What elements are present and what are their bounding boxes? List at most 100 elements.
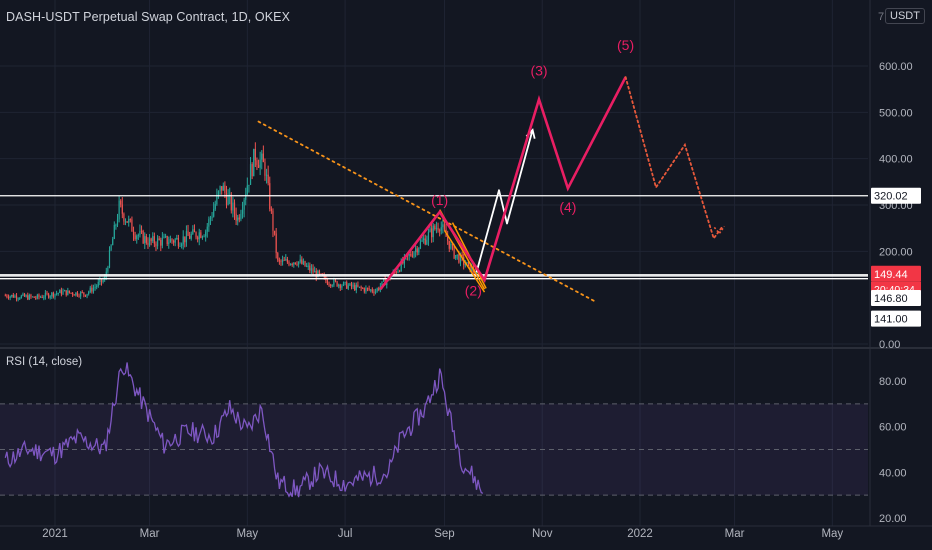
- candle-body: [30, 295, 32, 297]
- last-price-badge: 149.44: [874, 269, 908, 281]
- candle-body: [173, 240, 175, 243]
- candle-body: [270, 209, 272, 211]
- candle-body: [328, 284, 330, 286]
- rsi-axis-label: 40.00: [879, 467, 907, 479]
- candle-body: [56, 293, 58, 295]
- candle-body: [91, 287, 93, 292]
- white-projection-path[interactable]: [475, 129, 534, 273]
- candle-body: [118, 200, 120, 220]
- candle-body: [52, 292, 54, 297]
- candle-body: [225, 193, 228, 205]
- candle-body: [57, 292, 59, 294]
- candle-body: [64, 290, 66, 292]
- candle-body: [233, 202, 236, 214]
- candle-body: [148, 238, 151, 246]
- candle-body: [440, 227, 442, 231]
- elliott-impulse-wave[interactable]: [379, 76, 627, 291]
- candle-body: [230, 194, 232, 211]
- candle-body: [257, 164, 260, 168]
- candle-body: [416, 248, 418, 253]
- candle-body: [374, 291, 377, 294]
- candle-body: [238, 217, 240, 220]
- candle-body: [46, 292, 48, 294]
- candle-body: [450, 243, 452, 249]
- candle-body: [72, 292, 74, 295]
- candle-body: [137, 234, 139, 236]
- candle-body: [168, 242, 170, 244]
- resistance-badge: 320.02: [874, 191, 908, 203]
- candle-body: [171, 239, 173, 241]
- candle-body: [131, 219, 133, 232]
- trendline[interactable]: [257, 120, 598, 304]
- candle-body: [346, 281, 348, 289]
- candle-body: [96, 285, 98, 287]
- rsi-axis-label: 20.00: [879, 513, 907, 525]
- candle-body: [459, 254, 462, 263]
- rsi-band-area: [0, 403, 868, 496]
- candle-body: [330, 284, 332, 286]
- candle-body: [201, 236, 204, 238]
- candle-body: [81, 292, 83, 294]
- candle-body: [331, 285, 333, 287]
- candle-body: [442, 224, 444, 228]
- candle-body: [15, 295, 18, 299]
- candle-body: [112, 238, 114, 246]
- candle-body: [342, 282, 345, 286]
- candle-body: [253, 148, 255, 177]
- candle-body: [99, 279, 101, 283]
- candle-body: [92, 287, 95, 292]
- candle-body: [360, 286, 362, 289]
- rsi-title[interactable]: RSI (14, close): [6, 356, 83, 368]
- candle-body: [347, 285, 349, 289]
- candle-body: [88, 291, 90, 294]
- candle-body: [339, 284, 341, 288]
- candle-body: [39, 296, 42, 298]
- candle-body: [245, 194, 247, 200]
- wave-labels: (1) (2) (3) (4) (5): [431, 37, 634, 299]
- candle-body: [116, 219, 119, 225]
- candle-body: [65, 290, 67, 296]
- candle-body: [312, 268, 314, 273]
- candle-body: [153, 236, 155, 244]
- candle-body: [241, 209, 244, 214]
- candle-body: [286, 259, 288, 263]
- candle-body: [408, 253, 410, 256]
- candle-body: [301, 259, 303, 264]
- candle-body: [192, 229, 194, 234]
- candle-body: [100, 279, 103, 283]
- candle-body: [326, 280, 329, 285]
- candle-body: [155, 243, 157, 247]
- flag-channel-lower[interactable]: [443, 230, 486, 293]
- candle-body: [75, 292, 77, 296]
- candle-body: [43, 297, 45, 299]
- candle-body: [12, 294, 14, 298]
- corrective-projection[interactable]: [624, 76, 725, 241]
- price-axis-label: 200.00: [879, 246, 913, 258]
- candle-body: [248, 184, 250, 186]
- candle-body: [221, 186, 223, 191]
- candle-body: [421, 239, 423, 242]
- candle-body: [280, 260, 282, 262]
- candle-body: [84, 294, 87, 297]
- candle-body: [309, 265, 311, 271]
- drawings[interactable]: [257, 76, 725, 304]
- candle-body: [126, 221, 128, 223]
- candle-body: [185, 231, 188, 243]
- horizontal-levels[interactable]: [0, 195, 868, 280]
- candle-body: [341, 285, 343, 288]
- candle-body: [62, 291, 64, 295]
- wave-label: (1): [431, 192, 448, 208]
- wave-label: (2): [465, 282, 482, 298]
- time-axis-label: Nov: [532, 528, 553, 540]
- symbol-title[interactable]: DASH-USDT Perpetual Swap Contract, 1D, O…: [6, 10, 291, 24]
- candle-body: [307, 265, 309, 267]
- candle-body: [36, 294, 38, 299]
- candle-body: [354, 285, 356, 291]
- currency-button[interactable]: USDT: [885, 8, 925, 24]
- candle-body: [38, 294, 40, 297]
- candle-body: [365, 287, 367, 292]
- candle-body: [7, 296, 10, 299]
- candle-body: [160, 239, 162, 246]
- candle-body: [150, 238, 152, 241]
